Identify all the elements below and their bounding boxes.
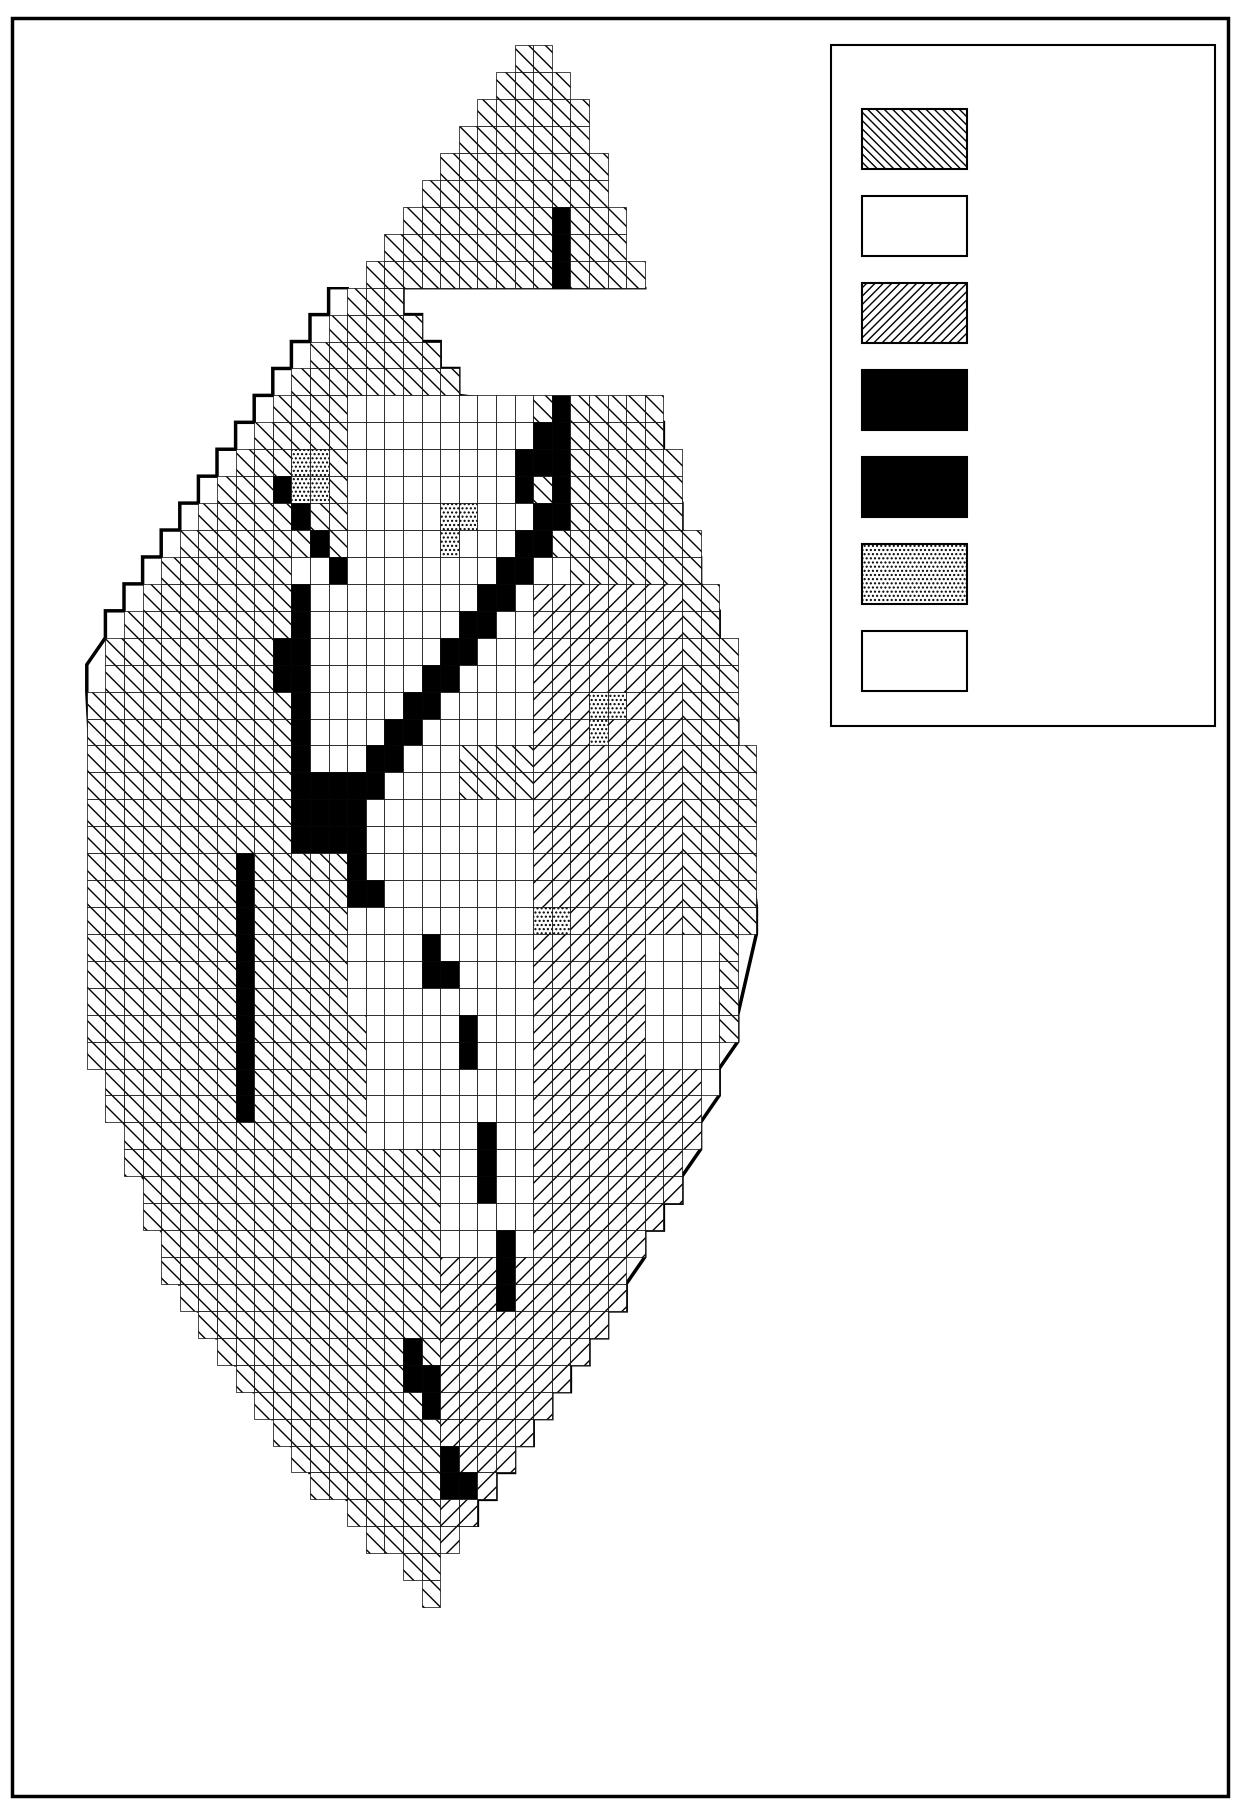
Text: 等高年1: 等高年1	[986, 129, 1037, 149]
Text: 淤地坝: 淤地坝	[986, 564, 1023, 584]
Text: 坡面栅格: 坡面栅格	[986, 651, 1035, 671]
Text: 等高年3: 等高年3	[986, 303, 1037, 323]
Text: 河道栅格: 河道栅格	[986, 390, 1035, 410]
Text: 等高年2: 等高年2	[986, 216, 1037, 236]
Text: Legend: Legend	[873, 73, 999, 103]
Text: 备选沟道栅格: 备选沟道栅格	[986, 477, 1060, 497]
